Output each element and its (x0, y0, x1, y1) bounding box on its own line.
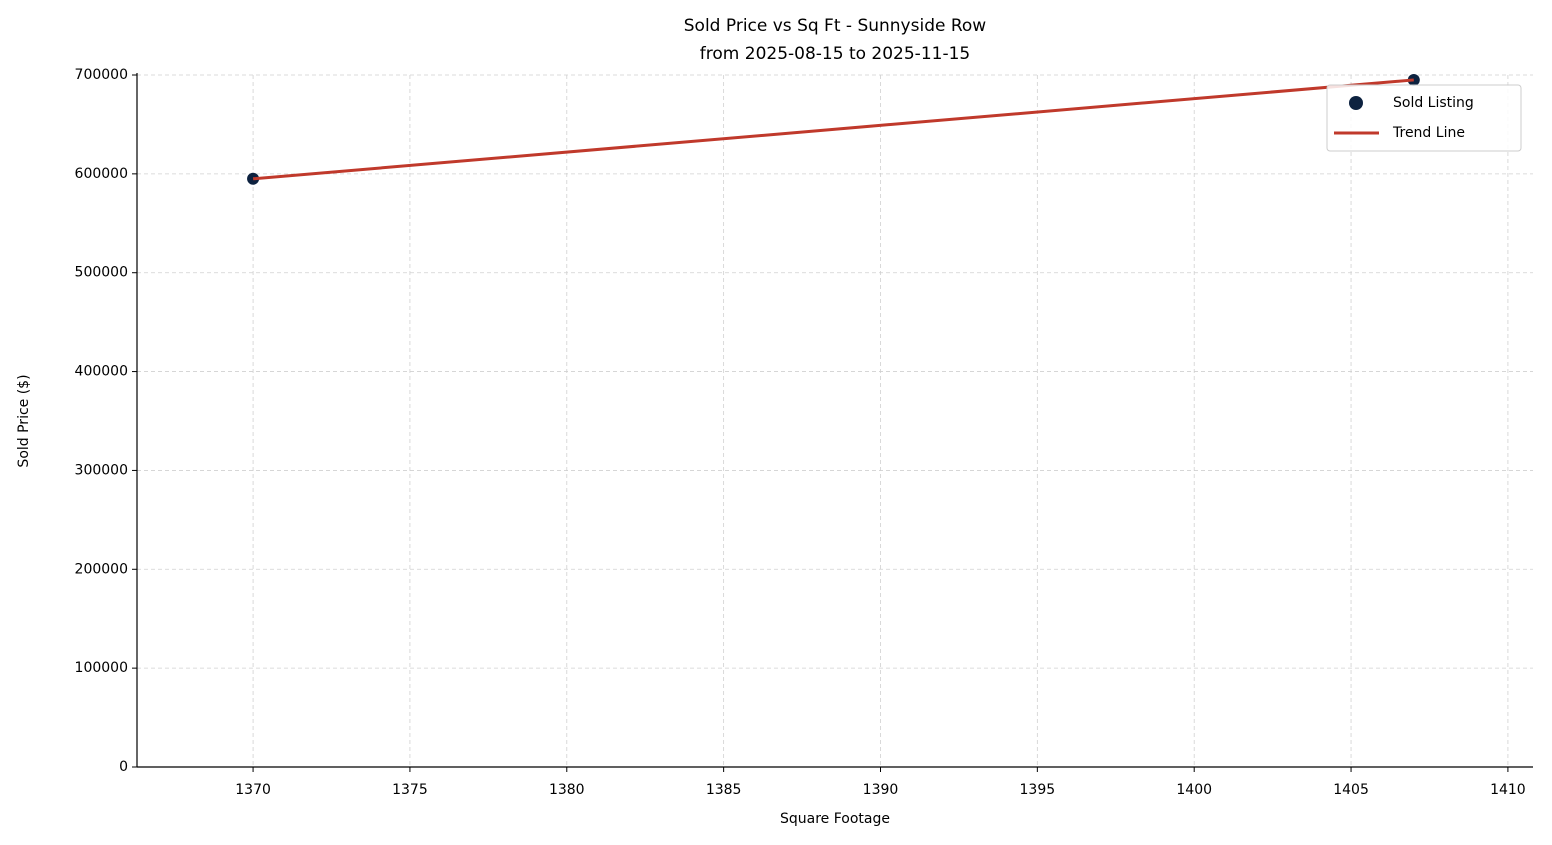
x-tick-label: 1375 (392, 782, 428, 798)
trend-line (252, 78, 1414, 181)
x-tick-label: 1405 (1333, 782, 1369, 798)
y-tick-label: 300000 (75, 462, 128, 478)
data-point (247, 172, 260, 185)
y-axis-label: Sold Price ($) (16, 374, 32, 467)
y-tick-label: 500000 (75, 265, 128, 281)
y-tick-label: 200000 (75, 561, 128, 577)
y-tick-label: 700000 (75, 67, 128, 83)
x-tick-label: 1390 (863, 782, 899, 798)
x-tick-label: 1395 (1020, 782, 1056, 798)
x-tick-label: 1400 (1176, 782, 1212, 798)
x-tick-label: 1385 (706, 782, 742, 798)
y-tick-label: 600000 (75, 166, 128, 182)
y-tick-label: 400000 (75, 364, 128, 380)
legend-label: Trend Line (1392, 125, 1465, 141)
x-axis-label: Square Footage (780, 811, 890, 827)
grid (137, 74, 1533, 768)
x-tick-label: 1410 (1490, 782, 1526, 798)
y-tick-label: 0 (119, 759, 128, 775)
chart-title: Sold Price vs Sq Ft - Sunnyside Row (684, 16, 987, 36)
legend-marker (1349, 96, 1363, 110)
x-tick-label: 1380 (549, 782, 585, 798)
plot-area (247, 73, 1420, 185)
x-tick-label: 1370 (235, 782, 271, 798)
y-tick-label: 100000 (75, 660, 128, 676)
chart-subtitle: from 2025-08-15 to 2025-11-15 (700, 44, 970, 64)
legend: Sold Listing Trend Line (1326, 84, 1522, 152)
legend-label: Sold Listing (1393, 95, 1474, 111)
